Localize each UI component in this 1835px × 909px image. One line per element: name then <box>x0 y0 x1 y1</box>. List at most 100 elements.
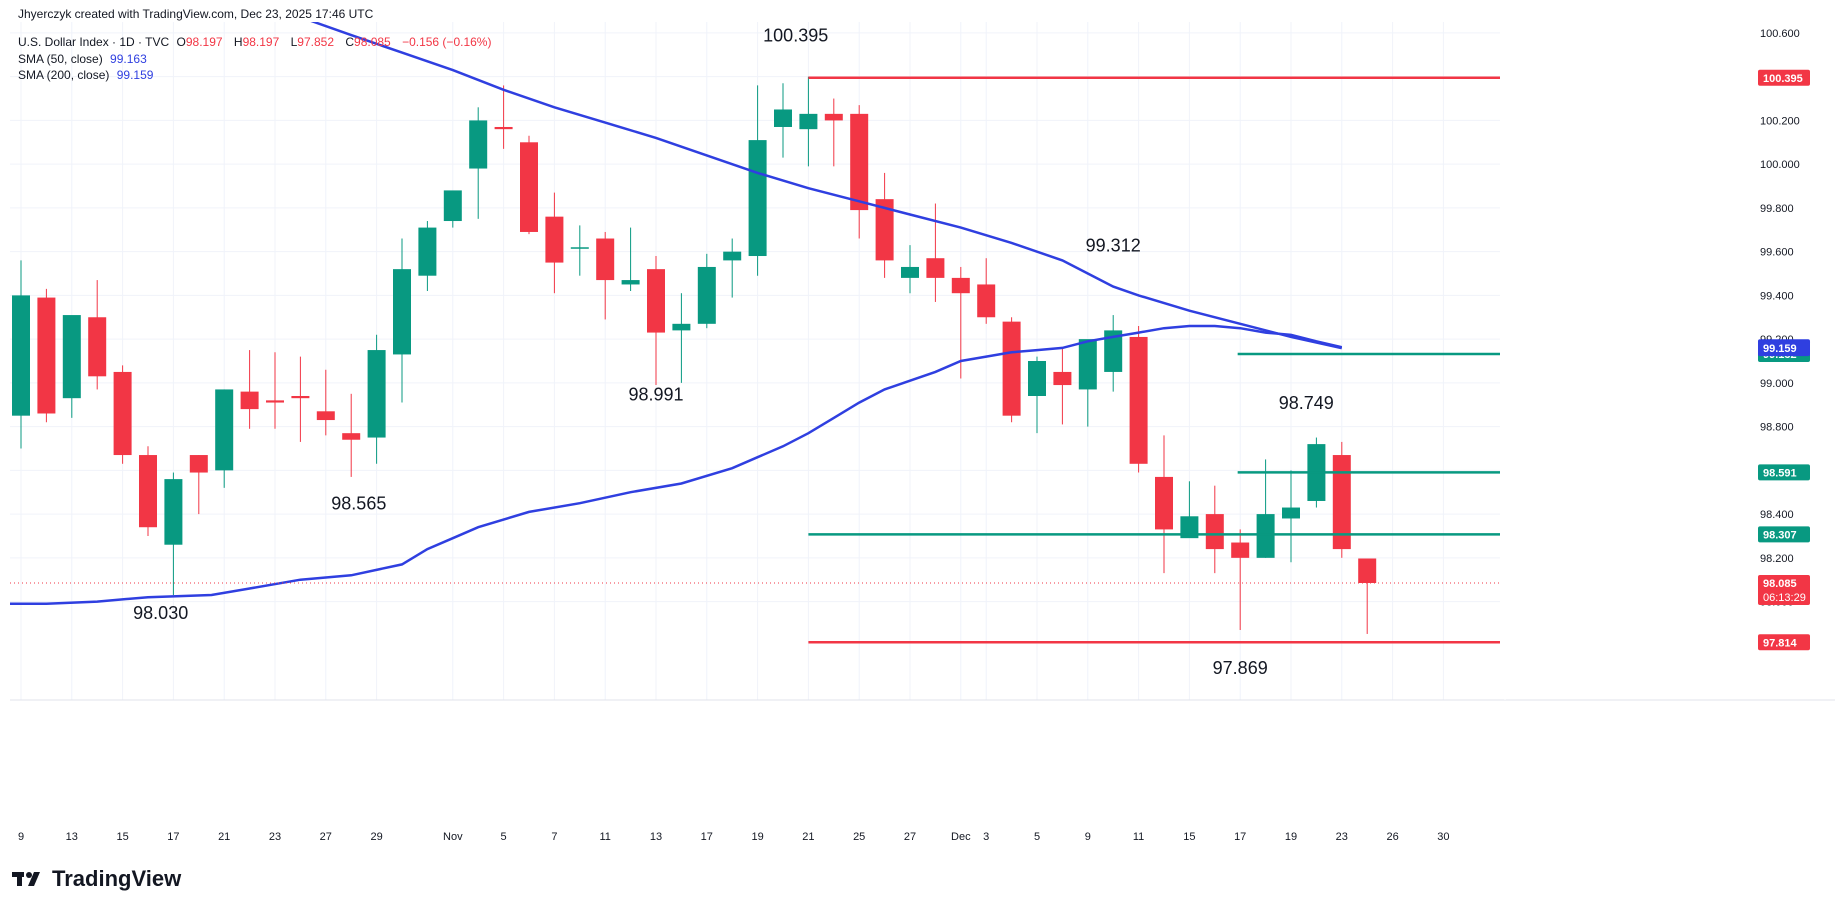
candle-body <box>1129 336 1148 464</box>
candle <box>799 76 818 167</box>
ohlc-open: 98.197 <box>185 35 223 49</box>
candle <box>977 258 996 324</box>
candle-body <box>799 113 818 130</box>
last-price-badge: 98.085 06:13:29 <box>1758 574 1810 605</box>
candle <box>520 135 538 235</box>
price-tick-label: 99.600 <box>1760 247 1794 259</box>
price-tick-label: 99.000 <box>1760 378 1794 390</box>
hline-badge-bg <box>1758 526 1810 543</box>
price-annotation: 98.749 <box>1279 393 1334 413</box>
candle-body <box>1104 330 1123 372</box>
sma50-label: SMA (50, close) <box>18 52 103 66</box>
last-price-badge-countdown: 06:13:29 <box>1763 592 1806 604</box>
price-tick-label: 98.200 <box>1760 553 1794 565</box>
price-annotation: 100.395 <box>763 26 828 46</box>
brand-name: TradingView <box>52 866 182 891</box>
time-tick-label: 5 <box>1034 831 1040 843</box>
candle-body <box>1180 516 1199 539</box>
candle-body <box>494 126 513 130</box>
candle <box>647 256 665 386</box>
hline-badge-text: 98.307 <box>1763 529 1797 541</box>
candle <box>1358 558 1377 634</box>
sma200-value: 99.159 <box>116 68 154 82</box>
candle-body <box>774 109 792 127</box>
price-annotation: 98.030 <box>133 603 188 623</box>
plot-area: 100.395 99.312 98.991 98.749 98.565 98.030 97.… <box>10 22 1500 700</box>
last-price-badge-bg <box>1758 574 1810 605</box>
candle-body <box>418 227 437 276</box>
price-annotation: 97.869 <box>1213 658 1268 678</box>
candle <box>570 225 589 276</box>
candle <box>850 105 869 239</box>
time-tick-label: 25 <box>853 831 865 843</box>
candle-body <box>291 395 310 399</box>
time-tick-label: 23 <box>1336 831 1348 843</box>
candle <box>62 315 81 418</box>
candle <box>37 288 56 423</box>
time-tick-label: 3 <box>983 831 989 843</box>
candle-body <box>1358 558 1377 583</box>
hline-badge-text: 97.814 <box>1763 637 1798 649</box>
created-by-label: Jhyerczyk created with TradingView.com, … <box>18 7 374 21</box>
price-annotation: 98.565 <box>331 494 386 514</box>
price-tick-label: 100.000 <box>1760 159 1800 171</box>
candle <box>88 280 107 390</box>
candle <box>748 85 767 276</box>
candle-body <box>951 277 970 294</box>
ohlc-change: −0.156 (−0.16%) <box>402 35 492 49</box>
tradingview-logo[interactable]: TradingView <box>12 866 181 892</box>
ohlc-row: U.S. Dollar Index · 1D · TVC O98.197 H98… <box>18 35 492 49</box>
price-tick-label: 99.400 <box>1760 290 1794 302</box>
candle-body <box>37 297 56 414</box>
candle-body <box>672 323 691 331</box>
candle-body <box>875 199 894 261</box>
time-tick-label: 21 <box>218 831 230 843</box>
candle-body <box>469 120 488 169</box>
time-tick-label: 15 <box>1183 831 1195 843</box>
candle <box>240 350 259 429</box>
sma50-legend[interactable]: SMA (50, close) 99.163 <box>18 52 151 66</box>
hline-badge: 98.307 <box>1758 526 1810 543</box>
candle <box>596 231 615 320</box>
time-tick-label: 17 <box>701 831 713 843</box>
price-axis: 100.600100.400100.200100.00099.80099.600… <box>1758 28 1810 651</box>
candle <box>697 253 716 329</box>
candle <box>1002 317 1021 423</box>
candle-body <box>647 269 665 333</box>
candle <box>774 83 792 158</box>
candle-body <box>1053 371 1072 386</box>
candle-body <box>1332 455 1351 550</box>
candle-body <box>1231 542 1250 558</box>
candle-body <box>621 280 640 285</box>
sma-line <box>10 324 1343 606</box>
time-tick-label: Nov <box>443 831 463 843</box>
price-tick-label: 98.800 <box>1760 422 1794 434</box>
price-annotation: 98.991 <box>628 384 683 404</box>
ohlc-low: 97.852 <box>297 35 334 49</box>
candle <box>494 85 513 149</box>
candle <box>1205 485 1224 574</box>
time-tick-label: 27 <box>904 831 916 843</box>
candle <box>723 238 742 298</box>
candle-body <box>1282 507 1300 519</box>
price-annotation: 99.312 <box>1086 236 1141 256</box>
candle-body <box>164 479 183 545</box>
hline-badge: 97.814 <box>1758 634 1810 651</box>
candle <box>1332 441 1351 558</box>
candle <box>545 192 564 294</box>
candle-body <box>1028 361 1046 396</box>
candle <box>1078 339 1097 427</box>
time-tick-label: 19 <box>1285 831 1297 843</box>
time-tick-label: 29 <box>370 831 382 843</box>
sma200-legend[interactable]: SMA (200, close) 99.159 <box>18 68 157 82</box>
candle <box>215 389 234 488</box>
time-tick-label: 23 <box>269 831 281 843</box>
candle <box>901 245 919 294</box>
price-tick-label: 100.600 <box>1760 28 1800 40</box>
time-tick-label: 26 <box>1386 831 1398 843</box>
candle-body <box>723 251 742 261</box>
time-tick-label: 17 <box>167 831 179 843</box>
symbol-label[interactable]: U.S. Dollar Index · 1D · TVC <box>18 35 170 49</box>
candle-body <box>1078 339 1097 390</box>
